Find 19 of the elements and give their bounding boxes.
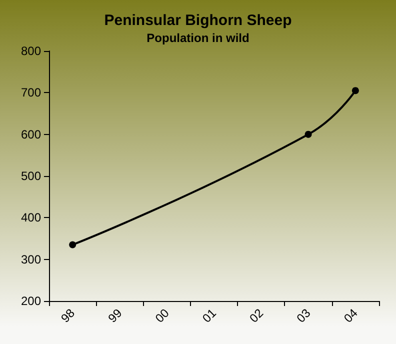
y-tick-label: 700 [20, 86, 42, 100]
point [304, 130, 312, 138]
y-tick-label: 300 [20, 252, 42, 266]
x-tick-label: 04 [341, 306, 361, 326]
x-tick-label: 00 [152, 306, 172, 326]
y-tick-label: 400 [20, 210, 42, 225]
x-tick-label: 98 [58, 306, 78, 326]
x-tick-label: 99 [105, 306, 125, 326]
y-tick-label: 600 [20, 127, 42, 142]
y-tick-label: 200 [20, 294, 42, 308]
point [352, 87, 359, 94]
x-tick-label: 03 [294, 306, 314, 326]
x-tick-label: 02 [246, 306, 266, 326]
point [69, 241, 76, 248]
x-tick-label: 01 [200, 306, 220, 326]
chart-subtitle: Population in wild [146, 31, 250, 45]
y-tick-label: 500 [20, 169, 42, 183]
y-tick-label: 800 [20, 44, 42, 58]
chart-title: Peninsular Bighorn Sheep [104, 12, 292, 29]
